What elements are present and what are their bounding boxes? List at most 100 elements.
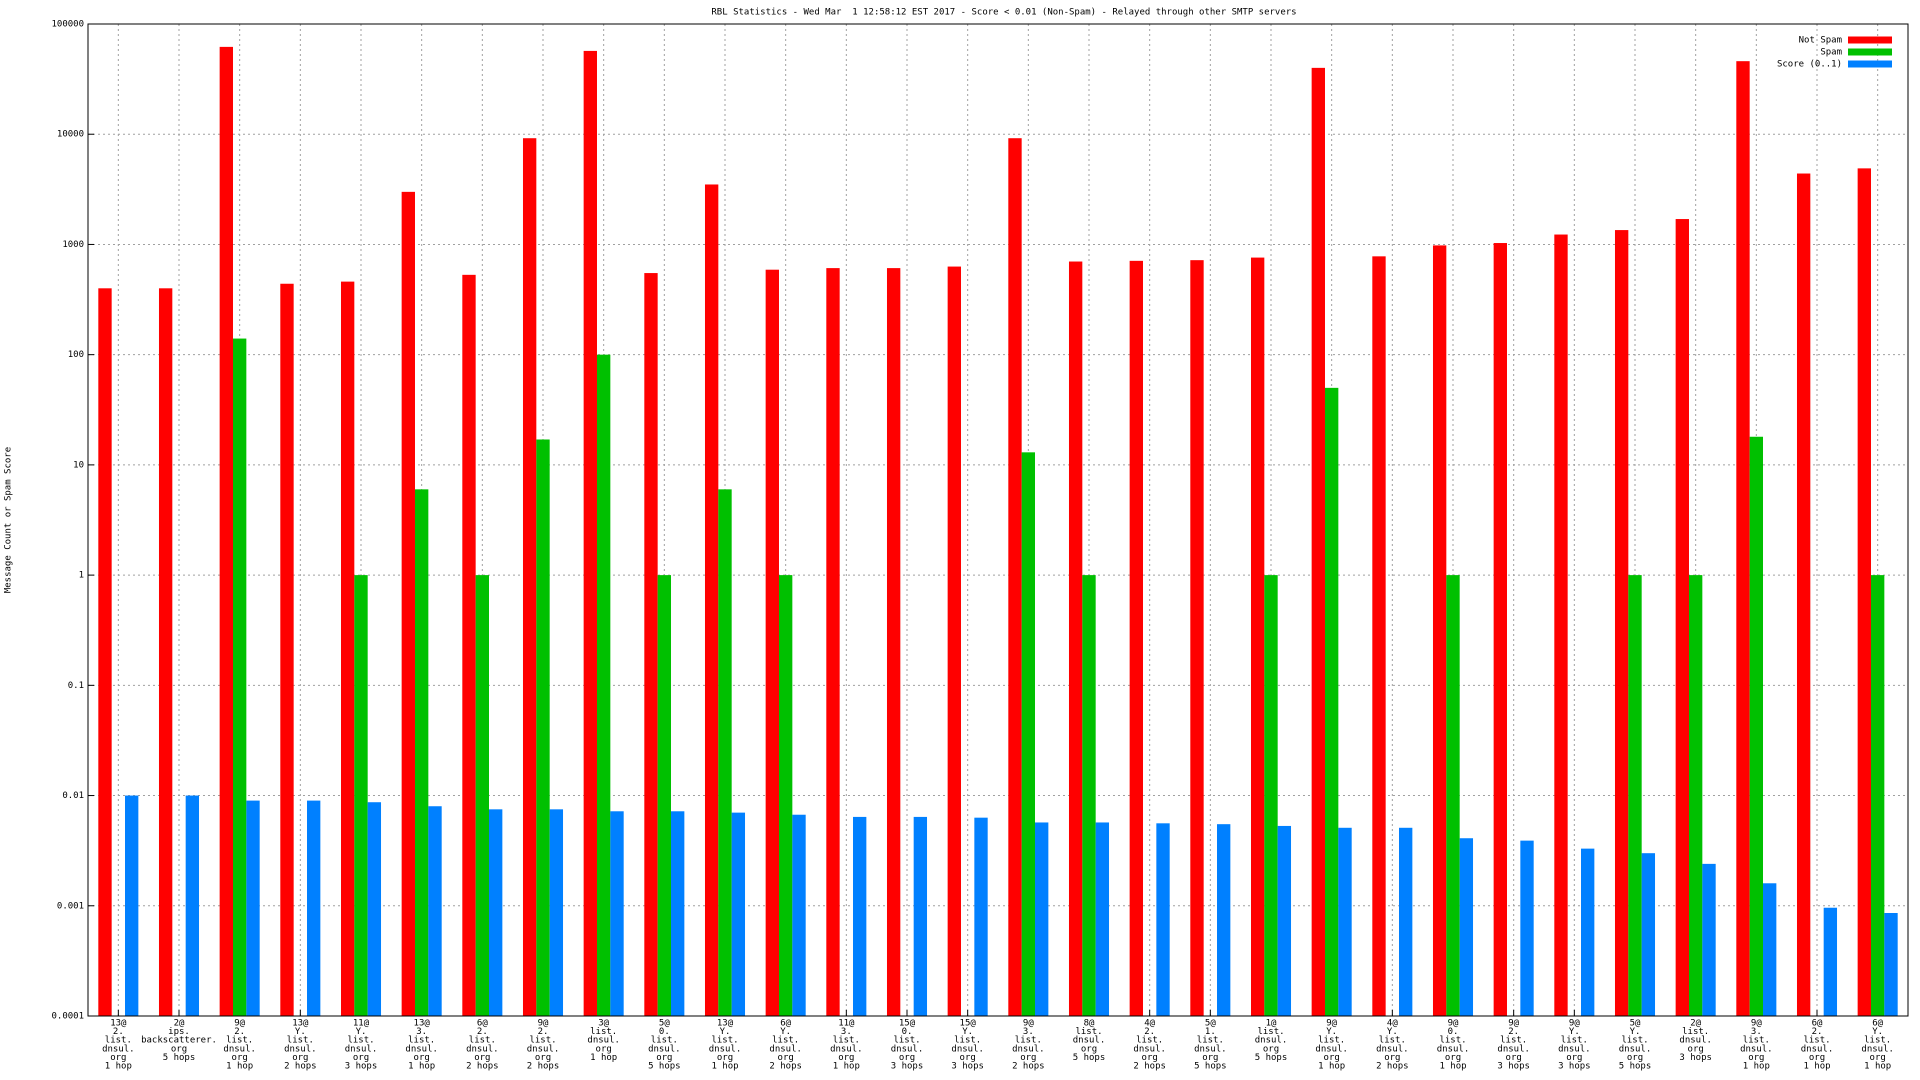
x-tick-label: Y. (1569, 1027, 1580, 1037)
x-tick-label: org (596, 1044, 612, 1054)
bar (307, 800, 321, 1016)
x-tick-label: dnsul. (1012, 1044, 1045, 1054)
bar (1156, 823, 1170, 1016)
bar (1675, 219, 1689, 1017)
x-tick-label: list. (1864, 1036, 1891, 1046)
x-tick-label: 9@ (538, 1019, 549, 1029)
x-tick-label: list. (590, 1027, 617, 1037)
x-tick-label: org (535, 1053, 551, 1063)
x-tick-label: org (778, 1053, 794, 1063)
y-tick-label: 100000 (51, 20, 84, 30)
x-tick-label: list. (1743, 1036, 1770, 1046)
x-tick-label: list. (772, 1036, 799, 1046)
x-tick-label: Y. (1387, 1027, 1398, 1037)
x-tick-label: Y. (1326, 1027, 1337, 1037)
bar (1823, 907, 1838, 1016)
x-tick-label: 0. (1448, 1027, 1459, 1037)
x-tick-label: 0. (902, 1027, 913, 1037)
x-tick-label: org (1202, 1053, 1218, 1063)
x-tick-label: 6@ (780, 1019, 791, 1029)
x-tick-label: 6@ (1872, 1019, 1883, 1029)
bar (778, 575, 793, 1016)
x-tick-label: org (656, 1053, 672, 1063)
x-tick-label: 2. (113, 1027, 124, 1037)
x-tick-label: 5 hops (1619, 1062, 1652, 1072)
bar (158, 288, 173, 1016)
x-tick-label: org (1809, 1053, 1825, 1063)
x-tick-label: 3. (1751, 1027, 1762, 1037)
x-tick-label: org (1748, 1053, 1764, 1063)
x-tick-label: 2 hops (527, 1062, 560, 1072)
x-tick-label: 2 hops (1376, 1062, 1409, 1072)
y-tick-label: 10000 (57, 130, 84, 140)
x-tick-label: 3. (841, 1027, 852, 1037)
x-tick-label: dnsul. (951, 1044, 984, 1054)
x-tick-label: 3. (416, 1027, 427, 1037)
bar (596, 354, 611, 1017)
bar (1217, 824, 1231, 1016)
bar (414, 489, 429, 1016)
x-tick-label: 3 hops (891, 1062, 924, 1072)
bar (1008, 138, 1022, 1016)
bar (1250, 257, 1265, 1016)
bar (657, 575, 672, 1016)
bar (1190, 260, 1204, 1017)
x-tick-label: list. (1015, 1036, 1042, 1046)
y-tick-label: 0.01 (62, 791, 84, 801)
bar (1324, 387, 1339, 1016)
bar (1264, 575, 1278, 1016)
x-tick-label: 5 hops (1073, 1053, 1106, 1063)
y-tick-label: 0.1 (68, 681, 84, 691)
x-tick-label: org (110, 1053, 126, 1063)
bar (125, 795, 139, 1016)
x-tick-label: 11@ (353, 1019, 370, 1029)
legend-swatch (1848, 36, 1892, 44)
x-tick-label: 2 hops (284, 1062, 317, 1072)
x-tick-label: 9@ (234, 1019, 245, 1029)
x-tick-label: org (1566, 1053, 1582, 1063)
x-tick-label: 5 hops (648, 1062, 681, 1072)
legend-label: Score (0..1) (1777, 60, 1842, 70)
x-tick-label: dnsul. (587, 1036, 620, 1046)
x-tick-label: ips. (168, 1027, 190, 1037)
y-tick-label: 0.0001 (51, 1012, 84, 1022)
x-tick-label: list. (893, 1036, 920, 1046)
x-tick-label: 15@ (960, 1019, 977, 1029)
x-tick-label: Y. (356, 1027, 367, 1037)
bar (401, 191, 415, 1016)
x-tick-label: 2. (477, 1027, 488, 1037)
bar (185, 795, 200, 1016)
x-tick-label: 5 hops (1194, 1062, 1227, 1072)
y-tick-label: 100 (68, 350, 84, 360)
x-tick-label: 5@ (659, 1019, 670, 1029)
x-tick-label: dnsul. (1679, 1036, 1712, 1046)
bar (583, 50, 597, 1016)
bar (1870, 575, 1885, 1016)
x-tick-label: list. (1682, 1027, 1709, 1037)
x-tick-label: 4@ (1144, 1019, 1155, 1029)
x-tick-label: Y. (962, 1027, 973, 1037)
x-tick-label: dnsul. (1619, 1044, 1652, 1054)
chart-title: RBL Statistics - Wed Mar 1 12:58:12 EST … (711, 8, 1296, 18)
x-tick-label: list. (226, 1036, 253, 1046)
x-tick-label: 1 hop (833, 1062, 860, 1072)
x-tick-label: dnsul. (1740, 1044, 1773, 1054)
x-tick-label: list. (1439, 1036, 1466, 1046)
x-tick-label: dnsul. (1255, 1036, 1288, 1046)
x-tick-label: Y. (780, 1027, 791, 1037)
bar (98, 288, 112, 1016)
x-tick-label: org (232, 1053, 248, 1063)
x-tick-label: 2@ (1690, 1019, 1701, 1029)
bar (1372, 256, 1386, 1016)
x-tick-label: 1 hop (1803, 1062, 1830, 1072)
bar (1082, 575, 1096, 1016)
x-tick-label: dnsul. (1133, 1044, 1166, 1054)
bar (704, 184, 719, 1016)
x-tick-label: org (292, 1053, 308, 1063)
x-tick-label: 2. (234, 1027, 245, 1037)
x-tick-label: dnsul. (1437, 1044, 1470, 1054)
x-tick-label: dnsul. (648, 1044, 681, 1054)
x-tick-label: org (171, 1044, 187, 1054)
